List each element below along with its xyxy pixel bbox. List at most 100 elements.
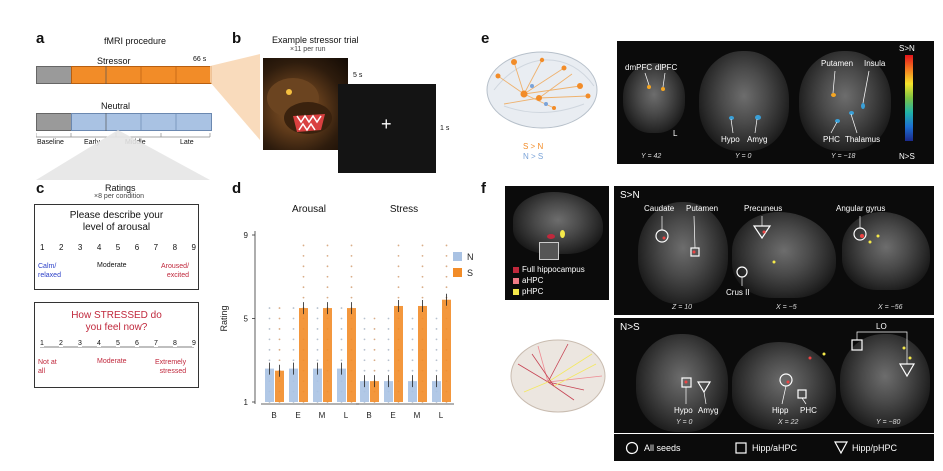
stress-scale-7[interactable]: 7 <box>154 340 158 347</box>
arousal-scale-1[interactable]: 1 <box>40 243 45 252</box>
label-phc-f: PHC <box>800 406 817 415</box>
label-thalamus: Thalamus <box>845 135 881 144</box>
panel-d-letter: d <box>232 180 242 197</box>
rating-dot-0-0-1 <box>278 328 281 330</box>
y-tick-label-2: 9 <box>244 231 249 240</box>
y-tick-label-1: 5 <box>244 315 249 324</box>
rating-dot-1-3-0 <box>435 359 438 362</box>
fixation-screen <box>338 84 436 173</box>
rating-dot-1-0-0 <box>363 359 366 362</box>
arousal-rating-box <box>34 204 199 290</box>
stress-scale-6[interactable]: 6 <box>135 340 139 347</box>
panel-b-letter: b <box>232 30 242 47</box>
label-y42: Y = 42 <box>641 153 662 160</box>
rating-dot-1-3-0 <box>435 348 438 351</box>
dog-image-icon <box>267 78 332 134</box>
label-crus-ii: Crus II <box>726 288 750 297</box>
stress-anchor-high: Extremely stressed <box>155 359 187 375</box>
stress-scale-9[interactable]: 9 <box>192 340 196 347</box>
bar-1-stress-L-N <box>432 381 441 402</box>
hippocampus-seed-panel: Full hippocampus aHPC pHPC <box>505 186 609 300</box>
circle-marker-crus <box>736 266 748 278</box>
square-marker-phc <box>797 389 807 399</box>
bar-1-stress-L-S <box>442 299 451 402</box>
label-ym80: Y = −80 <box>876 419 901 426</box>
rating-dot-1-0-0 <box>363 338 366 341</box>
rating-dot-1-2-0 <box>411 369 414 372</box>
rating-dot-0-2-1 <box>326 254 329 257</box>
rating-dot-1-0-1 <box>373 338 376 341</box>
arousal-scale-5[interactable]: 5 <box>115 243 121 252</box>
bar-0-arousal-M-N <box>313 368 322 402</box>
bar-1-stress-B-N <box>360 381 369 402</box>
label-y0-e: Y = 0 <box>735 153 752 160</box>
circle-marker-angular <box>853 227 867 241</box>
blob-phc <box>835 119 840 123</box>
duration-label: 66 s <box>193 56 207 63</box>
rating-dot-0-2-1 <box>326 286 329 289</box>
rating-dot-1-1-0 <box>387 317 390 320</box>
bar-1-stress-M-S <box>418 305 427 402</box>
rating-dot-1-2-1 <box>421 296 424 299</box>
panel-f-letter: f <box>481 180 486 197</box>
rating-dot-0-2-0 <box>316 338 319 341</box>
panel-a-title: fMRI procedure <box>104 36 167 46</box>
rating-dot-0-3-0 <box>340 317 343 320</box>
rating-dot-0-2-0 <box>316 359 319 362</box>
stress-scale-1[interactable]: 1 <box>40 340 44 347</box>
rating-dot-1-2-0 <box>411 317 414 320</box>
arousal-scale-2[interactable]: 2 <box>58 243 64 252</box>
rating-dot-1-3-1 <box>445 244 448 247</box>
legend-phpc: pHPC <box>522 287 544 296</box>
arousal-anchor-low: Calm/ relaxed <box>38 263 61 279</box>
bar-1-stress-E-S <box>394 305 403 402</box>
rating-dot-0-0-1 <box>278 338 281 341</box>
phase-baseline: Baseline <box>37 139 64 146</box>
legend-swatch-N <box>453 252 462 261</box>
stress-scale-3[interactable]: 3 <box>78 340 82 347</box>
legend-label-S: S <box>467 268 473 278</box>
rating-dot-0-1-1 <box>302 286 305 289</box>
label-hipp: Hipp <box>772 406 789 415</box>
rating-dot-0-3-0 <box>340 359 343 362</box>
stress-scale-8[interactable]: 8 <box>173 340 177 347</box>
stress-scale-4[interactable]: 4 <box>97 340 101 347</box>
rating-dot-0-3-1 <box>350 244 353 247</box>
rating-dot-1-3-0 <box>435 369 438 372</box>
rating-dot-0-2-1 <box>326 244 329 247</box>
fixation-duration: 1 s <box>440 125 450 132</box>
triangle-marker-amyg <box>696 381 712 394</box>
seed-hipp-blob <box>547 234 555 239</box>
legend-swatch-full <box>513 267 519 273</box>
bar-0-arousal-L-S <box>347 308 356 402</box>
panel-e-leader-lines <box>644 70 870 134</box>
ns-divider <box>614 433 934 434</box>
rating-dot-0-3-0 <box>340 348 343 351</box>
blob-dmpfc <box>647 85 651 89</box>
rating-dot-1-3-1 <box>445 275 448 278</box>
arousal-scale-8[interactable]: 8 <box>172 243 178 252</box>
stress-scale-2[interactable]: 2 <box>59 340 63 347</box>
arousal-scale-3[interactable]: 3 <box>77 243 83 252</box>
label-l: L <box>673 129 678 138</box>
rating-dot-1-1-1 <box>397 265 400 268</box>
arousal-scale-4[interactable]: 4 <box>96 243 102 252</box>
legend-swatch-phpc <box>513 289 519 295</box>
arousal-scale-9[interactable]: 9 <box>191 243 196 252</box>
label-z10: Z = 10 <box>672 304 693 311</box>
arousal-scale-7[interactable]: 7 <box>153 243 159 252</box>
panel-c-letter: c <box>36 180 45 197</box>
arousal-scale-6[interactable]: 6 <box>134 243 140 252</box>
stress-anchor-low: Not at all <box>38 359 57 375</box>
label-hypo-e: Hypo <box>721 135 740 144</box>
stress-scale-5[interactable]: 5 <box>116 340 120 347</box>
bar-0-arousal-L-N <box>337 368 346 402</box>
legend-hipp-ahpc: Hipp/aHPC <box>752 443 798 453</box>
rating-dot-0-2-0 <box>316 307 319 309</box>
x-tick-label-1-2: M <box>414 411 421 420</box>
rating-dot-0-2-1 <box>326 296 329 299</box>
x-tick-label-0-2: M <box>319 411 326 420</box>
rating-dot-1-2-0 <box>411 359 414 362</box>
rating-dot-0-3-0 <box>340 328 343 330</box>
rating-dot-1-2-1 <box>421 286 424 289</box>
